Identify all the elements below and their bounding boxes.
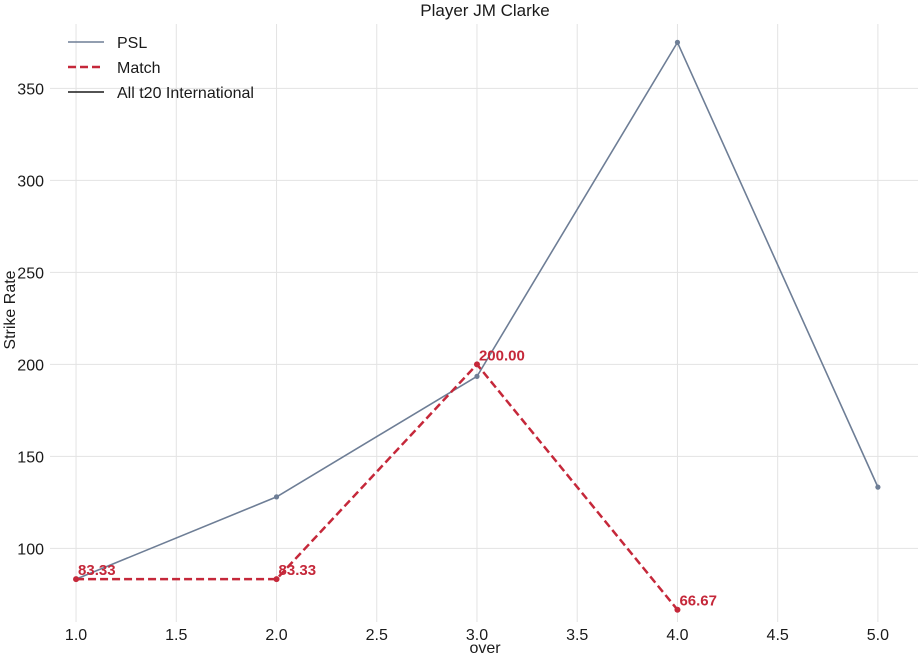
- grid-lines: [50, 24, 918, 622]
- x-tick-label: 4.5: [767, 627, 789, 644]
- psl-point: [875, 485, 880, 490]
- chart-title: Player JM Clarke: [420, 1, 549, 20]
- legend-label-psl: PSL: [117, 35, 147, 52]
- x-tick-label: 1.5: [165, 627, 187, 644]
- legend: PSL Match All t20 International: [68, 35, 254, 102]
- data-labels: 83.33 83.33 200.00 66.67: [78, 347, 717, 609]
- data-label: 83.33: [279, 562, 317, 579]
- psl-point: [675, 40, 680, 45]
- x-tick-label: 2.5: [366, 627, 388, 644]
- x-tick-label: 1.0: [65, 627, 87, 644]
- x-tick-label: 4.0: [666, 627, 688, 644]
- y-tick-label: 300: [17, 173, 44, 190]
- y-tick-label: 150: [17, 449, 44, 466]
- data-label: 83.33: [78, 562, 116, 579]
- legend-label-all-t20-international: All t20 International: [117, 85, 254, 102]
- legend-label-match: Match: [117, 60, 161, 77]
- tick-labels: 1.0 1.5 2.0 2.5 3.0 3.5 4.0 4.5 5.01001502002503…: [17, 81, 889, 644]
- psl-point: [474, 374, 479, 379]
- x-axis-label: over: [469, 640, 501, 657]
- x-tick-label: 3.5: [566, 627, 588, 644]
- data-label: 66.67: [679, 593, 717, 610]
- y-tick-label: 200: [17, 357, 44, 374]
- y-axis-label: Strike Rate: [2, 270, 19, 349]
- y-tick-label: 350: [17, 81, 44, 98]
- y-tick-label: 250: [17, 265, 44, 282]
- x-tick-label: 2.0: [265, 627, 287, 644]
- x-tick-label: 5.0: [867, 627, 889, 644]
- data-label: 200.00: [479, 347, 525, 364]
- psl-point: [274, 494, 279, 499]
- y-tick-label: 100: [17, 541, 44, 558]
